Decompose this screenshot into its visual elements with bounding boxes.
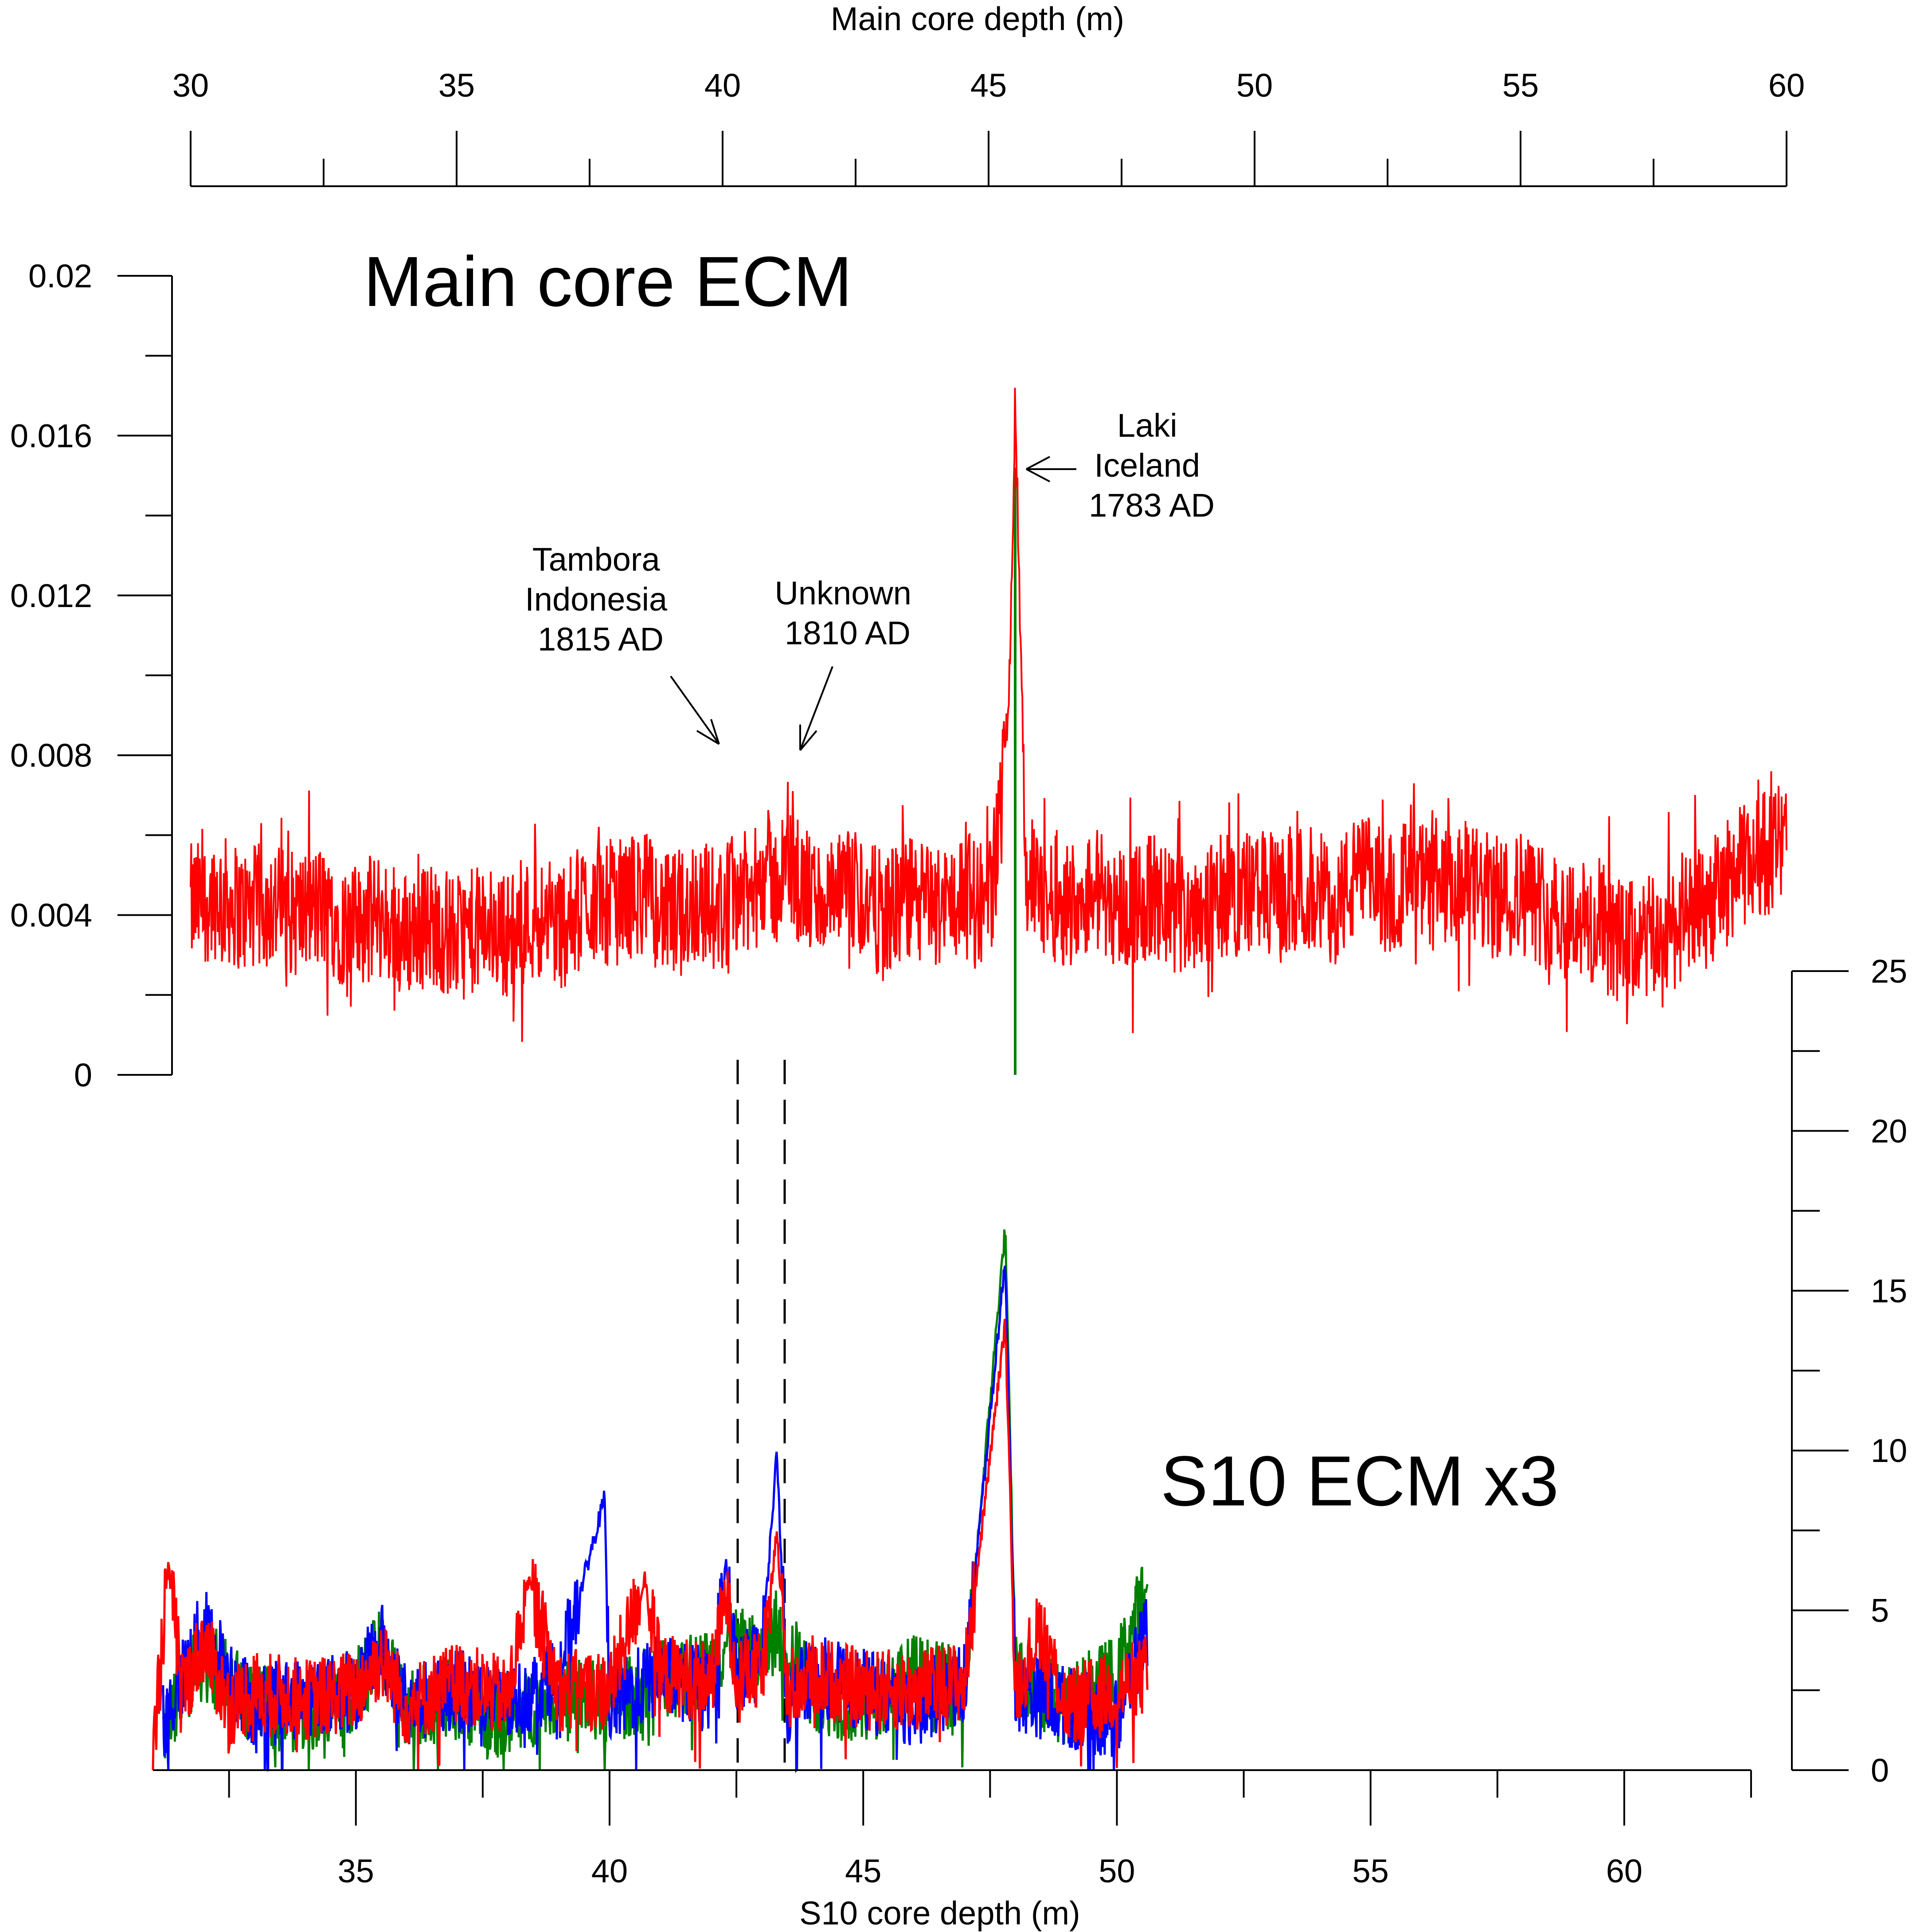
main-x-tick-label: 45	[970, 67, 1007, 104]
s10-x-tick-label: 55	[1353, 1853, 1389, 1889]
main-core-title: Main core ECM	[364, 242, 852, 321]
annotation-laki-arrow	[1026, 456, 1076, 482]
main-x-tick-label: 30	[172, 67, 209, 104]
s10-core-panel: S10 ECM x3 0 5 10 15 20 25 35 40 45 50 55 60 S10 c…	[152, 953, 1907, 1932]
main-series-line-0	[190, 388, 1787, 1042]
s10-x-tick-label: 50	[1099, 1853, 1135, 1889]
s10-x-tick-label: 45	[845, 1853, 881, 1889]
s10-x-tick-label: 35	[338, 1853, 374, 1889]
main-y-tick-label: 0.016	[10, 417, 92, 454]
annotation-tambora: Tambora Indonesia 1815 AD	[525, 541, 676, 658]
s10-y-tick-label: 15	[1871, 1273, 1907, 1309]
annotation-tambora-arrow	[670, 675, 720, 745]
annotation-laki: Laki Iceland 1783 AD	[1089, 407, 1215, 524]
main-x-tick-label: 55	[1502, 67, 1539, 104]
main-y-tick-label: 0.004	[10, 897, 92, 934]
s10-core-title: S10 ECM x3	[1161, 1441, 1559, 1521]
main-y-tick-label: 0.008	[10, 737, 92, 774]
s10-y-tick-label: 10	[1871, 1432, 1907, 1469]
s10-core-y-axis: 0 5 10 15 20 25	[1791, 953, 1907, 1789]
annotation-unknown: Unknown 1810 AD	[774, 575, 920, 651]
main-core-x-axis: Main core depth (m) 30 35 40 45 50 55 60	[172, 0, 1805, 187]
s10-x-tick-label: 60	[1606, 1853, 1642, 1889]
main-x-tick-label: 50	[1236, 67, 1273, 104]
s10-y-tick-label: 5	[1871, 1592, 1889, 1629]
s10-y-tick-label: 25	[1871, 953, 1907, 990]
annotation-unknown-arrow	[799, 666, 833, 751]
s10-y-tick-label: 20	[1871, 1113, 1907, 1149]
main-x-tick-label: 60	[1768, 67, 1805, 104]
s10-core-x-axis: 35 40 45 50 55 60 S10 core depth (m)	[153, 1769, 1752, 1932]
main-y-tick-label: 0.02	[28, 258, 92, 294]
s10-core-x-axis-label: S10 core depth (m)	[799, 1895, 1080, 1932]
main-core-y-axis: 0 0.004 0.008 0.012 0.016 0.02	[10, 258, 173, 1093]
main-core-x-axis-label: Main core depth (m)	[831, 0, 1124, 37]
main-x-tick-label: 35	[438, 67, 475, 104]
main-y-tick-label: 0.012	[10, 577, 92, 614]
main-x-tick-label: 40	[704, 67, 741, 104]
main-core-panel: Main core ECM 0 0.004 0.008 0.012 0.016 0.02	[10, 242, 1787, 1093]
annotations: Tambora Indonesia 1815 AD Unknown 1810 A…	[525, 407, 1215, 751]
s10-series-line-2	[152, 1319, 1149, 1771]
s10-y-tick-label: 0	[1871, 1752, 1889, 1789]
s10-x-tick-label: 40	[591, 1853, 628, 1889]
main-y-tick-label: 0	[74, 1057, 92, 1093]
